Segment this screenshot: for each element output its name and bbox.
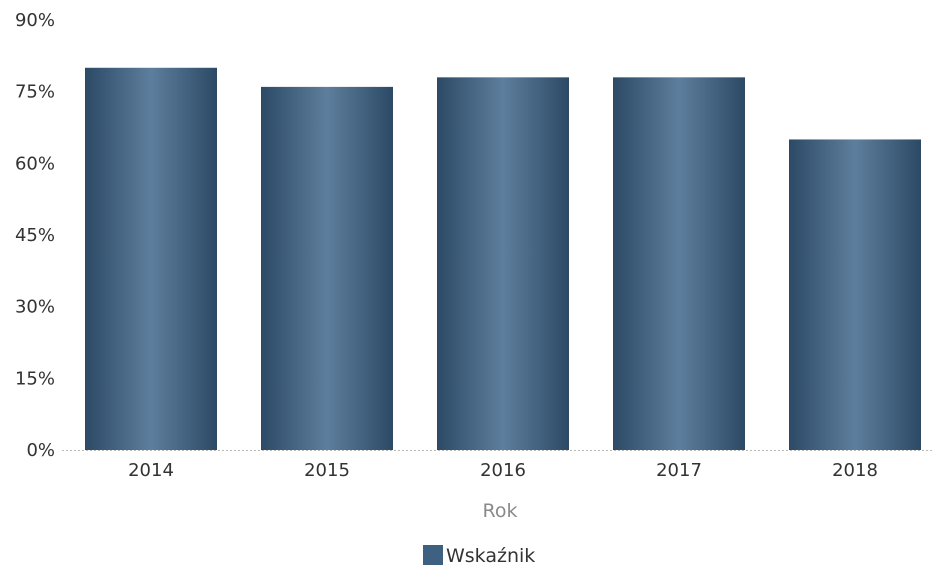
- y-tick-label: 0%: [26, 440, 55, 461]
- bar: [85, 67, 217, 451]
- y-tick-label: 15%: [15, 368, 55, 389]
- legend-swatch: [423, 545, 443, 565]
- x-tick-label: 2014: [128, 460, 174, 481]
- bar: [789, 139, 921, 450]
- bar: [613, 77, 745, 450]
- legend-label: Wskaźnik: [446, 545, 535, 567]
- bar-series: [85, 67, 921, 451]
- legend: Wskaźnik: [423, 545, 535, 567]
- x-tick-label: 2017: [656, 460, 702, 481]
- y-tick-label: 45%: [15, 225, 55, 246]
- x-tick-label: 2018: [832, 460, 878, 481]
- x-tick-label: 2015: [304, 460, 350, 481]
- y-tick-label: 30%: [15, 297, 55, 318]
- x-tick-label: 2016: [480, 460, 526, 481]
- bar: [437, 77, 569, 450]
- y-tick-label: 90%: [15, 10, 55, 31]
- y-tick-label: 75%: [15, 82, 55, 103]
- x-axis-title: Rok: [483, 500, 518, 522]
- bar: [261, 86, 393, 450]
- x-axis: 2014 2015 2016 2017 2018: [128, 460, 878, 481]
- y-tick-label: 60%: [15, 153, 55, 174]
- y-axis: 0% 15% 30% 45% 60% 75% 90%: [15, 10, 55, 461]
